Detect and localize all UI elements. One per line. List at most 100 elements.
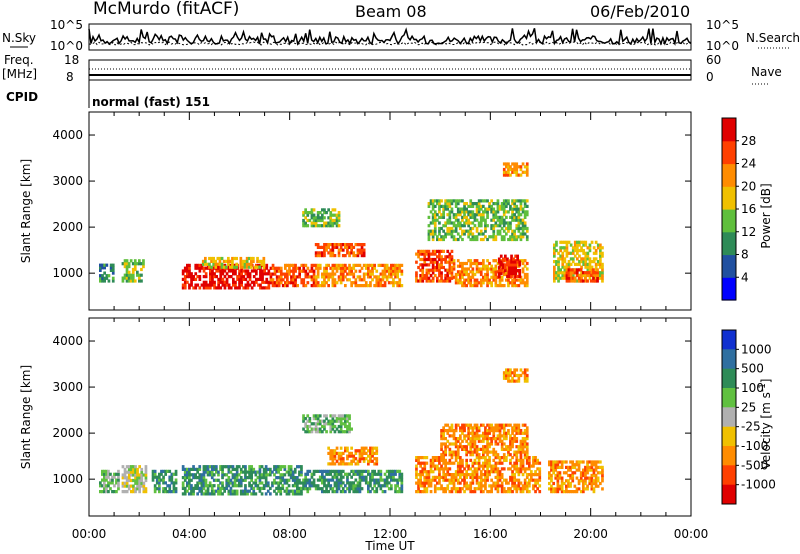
data-cell — [321, 275, 324, 279]
data-cell — [346, 427, 349, 431]
data-cell — [212, 473, 216, 477]
data-cell — [433, 490, 437, 494]
data-cell — [499, 269, 503, 273]
data-cell — [433, 487, 437, 491]
data-cell — [238, 286, 241, 290]
data-cell — [111, 271, 115, 275]
data-cell — [138, 273, 141, 277]
data-cell — [321, 469, 324, 473]
data-cell — [329, 469, 333, 473]
data-cell — [166, 490, 169, 494]
data-cell — [103, 478, 106, 482]
data-cell — [584, 273, 588, 277]
data-cell — [252, 269, 256, 273]
data-cell — [473, 235, 477, 239]
data-cell — [502, 447, 506, 451]
data-cell — [511, 379, 514, 383]
freq-left-label: Freq. — [4, 53, 34, 67]
data-cell — [429, 464, 433, 468]
data-cell — [442, 431, 445, 435]
data-cell — [492, 429, 496, 433]
data-cell — [505, 170, 508, 174]
data-cell — [346, 243, 349, 247]
data-cell — [356, 481, 360, 485]
data-cell — [111, 481, 114, 485]
data-cell — [469, 278, 473, 282]
data-cell — [333, 472, 337, 476]
data-cell — [450, 232, 454, 236]
data-cell — [562, 490, 566, 494]
data-cell — [210, 486, 214, 490]
data-cell — [438, 226, 441, 231]
data-cell — [469, 423, 473, 427]
data-cell — [571, 249, 575, 253]
colorbar-tick-label: -100 — [741, 439, 768, 453]
data-cell — [233, 265, 236, 269]
freq-right-tick-top: 60 — [706, 53, 721, 67]
data-cell — [444, 467, 447, 471]
data-cell — [512, 257, 515, 261]
data-cell — [204, 272, 208, 276]
data-cell — [181, 481, 185, 485]
data-cell — [502, 213, 506, 217]
data-cell — [352, 254, 356, 258]
data-cell — [506, 257, 509, 261]
data-cell — [233, 492, 237, 496]
data-cell — [421, 484, 425, 488]
data-cell — [419, 481, 422, 485]
data-cell — [258, 259, 261, 263]
data-cell — [127, 262, 131, 266]
data-cell — [550, 476, 553, 480]
data-cell — [425, 461, 429, 465]
data-cell — [323, 481, 326, 485]
data-cell — [364, 475, 368, 479]
data-cell — [567, 265, 571, 269]
data-cell — [356, 243, 360, 247]
data-cell — [341, 414, 345, 418]
data-cell — [240, 283, 243, 287]
data-cell — [523, 165, 527, 169]
data-cell — [479, 267, 483, 271]
data-cell — [101, 274, 104, 278]
data-cell — [502, 376, 506, 380]
data-cell — [134, 481, 137, 485]
data-cell — [136, 476, 139, 480]
data-cell — [454, 281, 458, 285]
data-cell — [431, 257, 435, 262]
data-cell — [331, 275, 335, 279]
data-cell — [339, 272, 343, 276]
data-cell — [325, 272, 328, 276]
data-cell — [286, 269, 289, 273]
data-cell — [465, 434, 468, 438]
data-cell — [517, 226, 521, 231]
data-cell — [335, 427, 339, 431]
data-cell — [198, 478, 202, 482]
data-cell — [475, 423, 479, 427]
data-cell — [350, 269, 353, 273]
data-cell — [440, 434, 443, 438]
data-cell — [505, 481, 508, 485]
data-cell — [125, 262, 129, 266]
data-cell — [519, 464, 523, 468]
data-region-0 — [99, 263, 115, 283]
data-cell — [186, 476, 189, 480]
data-cell — [513, 379, 516, 383]
data-cell — [577, 460, 581, 464]
data-cell — [586, 265, 590, 269]
data-cell — [448, 265, 452, 270]
data-cell — [101, 266, 104, 270]
data-cell — [482, 281, 485, 285]
data-cell — [436, 475, 439, 479]
data-cell — [561, 240, 565, 244]
data-cell — [371, 469, 374, 473]
data-cell — [227, 256, 230, 261]
data-cell — [471, 232, 475, 236]
data-cell — [463, 207, 466, 211]
data-cell — [312, 417, 316, 421]
data-cell — [442, 487, 445, 491]
data-cell — [461, 270, 464, 274]
data-cell — [486, 275, 489, 279]
data-cell — [174, 469, 178, 473]
data-cell — [419, 263, 422, 267]
